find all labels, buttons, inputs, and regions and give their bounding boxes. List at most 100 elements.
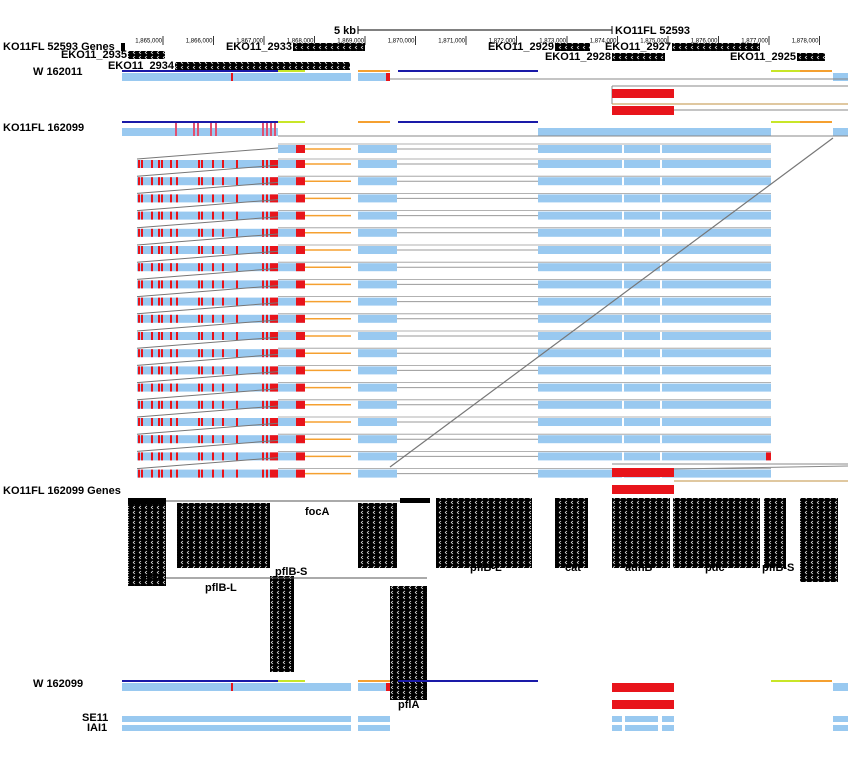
- marker: [222, 332, 224, 340]
- marker: [170, 452, 172, 461]
- marker: [212, 263, 214, 272]
- segment: [660, 246, 662, 254]
- segment: [122, 683, 351, 691]
- segment: [137, 194, 278, 203]
- marker: [215, 123, 217, 136]
- marker: [266, 383, 268, 392]
- marker: [161, 297, 163, 306]
- segment: [278, 263, 305, 272]
- gene-label: cat: [565, 562, 581, 574]
- marker: [212, 366, 214, 375]
- marker: [198, 469, 200, 478]
- marker: [222, 366, 224, 375]
- marker: [151, 452, 153, 461]
- segment: [538, 194, 771, 203]
- gene-label: EKO11_2928: [545, 51, 611, 63]
- segment: [398, 121, 538, 123]
- marker: [170, 469, 172, 478]
- marker: [138, 452, 140, 461]
- marker: [262, 228, 264, 237]
- segment: [538, 452, 771, 461]
- segment: [612, 485, 674, 494]
- track-label: KO11FL 52593 Genes: [3, 41, 115, 53]
- marker: [266, 280, 268, 289]
- marker: [262, 332, 264, 340]
- segment: [660, 314, 662, 323]
- segment: [296, 177, 305, 186]
- marker: [161, 400, 163, 409]
- segment: [137, 177, 278, 186]
- marker: [151, 383, 153, 392]
- marker: [236, 383, 238, 392]
- marker: [176, 469, 178, 478]
- gene-label: EKO11_2927: [605, 41, 671, 53]
- marker: [236, 211, 238, 220]
- segment: [398, 680, 538, 682]
- marker: [176, 297, 178, 306]
- marker: [138, 314, 140, 323]
- segment: [270, 469, 278, 478]
- segment: [660, 349, 662, 358]
- segment: [296, 194, 305, 203]
- segment: [358, 725, 390, 731]
- connector: [136, 457, 279, 470]
- ruler-label: 1,871,000: [438, 39, 465, 45]
- marker: [161, 194, 163, 203]
- marker: [161, 452, 163, 461]
- marker: [161, 246, 163, 254]
- segment: [122, 70, 278, 72]
- gene-label: adhB: [625, 562, 653, 574]
- marker: [266, 452, 268, 461]
- gene-label: pflB-L: [205, 582, 237, 594]
- marker: [236, 314, 238, 323]
- marker: [262, 246, 264, 254]
- marker: [176, 349, 178, 358]
- marker: [201, 400, 203, 409]
- segment: [358, 418, 397, 426]
- marker: [138, 418, 140, 426]
- segment: [538, 435, 771, 444]
- marker: [141, 228, 143, 237]
- segment: [278, 314, 305, 323]
- segment: [622, 280, 624, 289]
- ruler-label: 1,870,000: [388, 39, 415, 45]
- marker: [266, 123, 268, 136]
- segment: [278, 400, 305, 409]
- marker: [158, 332, 160, 340]
- segment: [662, 725, 674, 731]
- segment: [296, 228, 305, 237]
- segment: [612, 89, 674, 98]
- marker: [176, 177, 178, 186]
- segment: [296, 332, 305, 340]
- marker: [138, 332, 140, 340]
- segment: [833, 683, 848, 691]
- gene: [612, 53, 665, 61]
- segment: [660, 452, 662, 461]
- marker: [176, 383, 178, 392]
- segment: [622, 349, 624, 358]
- marker: [158, 280, 160, 289]
- marker: [170, 349, 172, 358]
- marker: [138, 349, 140, 358]
- marker: [158, 246, 160, 254]
- marker: [201, 263, 203, 272]
- segment: [358, 70, 390, 72]
- segment: [137, 400, 278, 409]
- connector: [136, 216, 279, 229]
- marker: [266, 400, 268, 409]
- marker: [151, 280, 153, 289]
- marker: [151, 332, 153, 340]
- marker: [176, 194, 178, 203]
- segment: [660, 228, 662, 237]
- segment: [358, 121, 390, 123]
- segment: [538, 349, 771, 358]
- segment: [278, 383, 305, 392]
- segment: [800, 70, 832, 72]
- gene: [128, 498, 166, 504]
- segment: [270, 160, 278, 168]
- segment: [660, 145, 662, 153]
- marker: [141, 280, 143, 289]
- marker: [266, 246, 268, 254]
- marker: [236, 366, 238, 375]
